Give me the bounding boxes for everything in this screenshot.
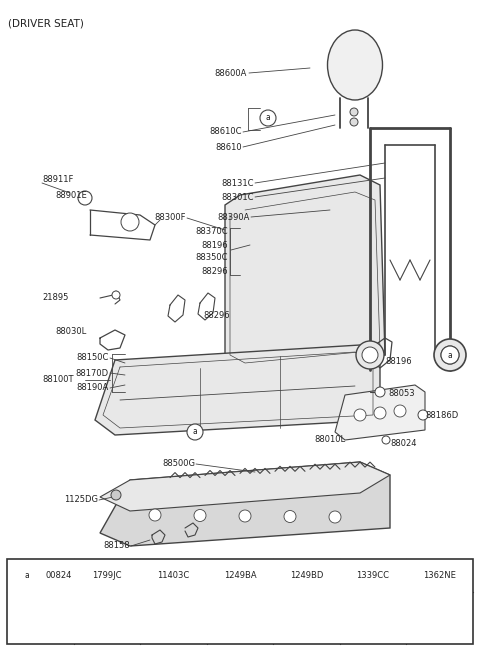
Text: a: a [265, 113, 270, 123]
Circle shape [350, 108, 358, 116]
Circle shape [356, 341, 384, 369]
Polygon shape [100, 462, 390, 546]
Text: 88911F: 88911F [42, 176, 73, 184]
Text: 1339CC: 1339CC [357, 571, 390, 580]
Circle shape [382, 436, 390, 444]
Circle shape [418, 410, 428, 420]
Circle shape [374, 407, 386, 419]
Circle shape [78, 191, 92, 205]
Text: 1362NE: 1362NE [423, 571, 456, 580]
Text: 88600A: 88600A [215, 68, 247, 77]
Text: 88030L: 88030L [55, 327, 86, 337]
Ellipse shape [327, 30, 383, 100]
Text: 88196: 88196 [202, 241, 228, 249]
Text: 88131C: 88131C [221, 178, 254, 188]
Ellipse shape [432, 613, 447, 623]
Text: 88296: 88296 [203, 312, 229, 321]
Text: 88190A: 88190A [77, 384, 109, 392]
Circle shape [362, 347, 378, 363]
Text: a: a [192, 428, 197, 436]
Text: 88300F: 88300F [155, 213, 186, 222]
Circle shape [441, 346, 459, 364]
Text: 88024: 88024 [390, 438, 417, 447]
Polygon shape [335, 385, 425, 440]
Circle shape [359, 604, 387, 632]
Text: 88010L: 88010L [314, 436, 346, 445]
Polygon shape [100, 462, 390, 511]
Circle shape [365, 610, 381, 626]
Circle shape [121, 213, 139, 231]
Text: a: a [448, 350, 452, 359]
Circle shape [194, 510, 206, 522]
Circle shape [260, 110, 276, 126]
Text: 1249BD: 1249BD [290, 571, 323, 580]
Text: 88610C: 88610C [209, 127, 242, 136]
Text: 88370C: 88370C [195, 228, 228, 237]
Circle shape [375, 387, 385, 397]
Circle shape [149, 509, 161, 521]
Text: 1249BA: 1249BA [224, 571, 256, 580]
Ellipse shape [100, 608, 114, 628]
Bar [7, 559, 473, 644]
Circle shape [434, 339, 466, 371]
Text: (DRIVER SEAT): (DRIVER SEAT) [8, 18, 84, 28]
Text: 1125DG: 1125DG [64, 495, 98, 504]
Text: 11403C: 11403C [157, 571, 190, 580]
Text: 88301C: 88301C [221, 192, 254, 201]
Text: 88158: 88158 [103, 541, 130, 550]
Text: 88390A: 88390A [217, 213, 250, 222]
Text: 1799JC: 1799JC [92, 571, 122, 580]
Ellipse shape [424, 608, 455, 628]
Polygon shape [95, 345, 380, 435]
Circle shape [20, 568, 34, 583]
Text: a: a [24, 571, 29, 580]
Circle shape [231, 597, 249, 615]
Circle shape [112, 291, 120, 299]
Circle shape [164, 598, 183, 618]
Text: 88901E: 88901E [55, 190, 87, 199]
Text: 88053: 88053 [388, 388, 415, 398]
Text: 88100T: 88100T [42, 375, 73, 384]
Circle shape [298, 597, 315, 615]
Circle shape [394, 405, 406, 417]
Circle shape [329, 511, 341, 523]
Text: 88186D: 88186D [425, 411, 458, 419]
Polygon shape [225, 175, 385, 370]
Text: 88296: 88296 [202, 266, 228, 276]
Text: 88150C: 88150C [77, 354, 109, 363]
Ellipse shape [93, 600, 121, 636]
Text: 88196: 88196 [385, 358, 412, 367]
Circle shape [239, 510, 251, 522]
Text: 88170D: 88170D [76, 369, 109, 377]
Text: 21895: 21895 [42, 293, 68, 302]
Circle shape [441, 346, 459, 364]
Circle shape [350, 118, 358, 126]
Circle shape [111, 490, 121, 500]
Text: 00824: 00824 [46, 571, 72, 580]
Text: 88350C: 88350C [195, 253, 228, 262]
Text: 88500G: 88500G [162, 459, 195, 468]
Circle shape [187, 424, 203, 440]
Text: 88610: 88610 [216, 142, 242, 152]
Circle shape [354, 409, 366, 421]
Circle shape [284, 510, 296, 522]
